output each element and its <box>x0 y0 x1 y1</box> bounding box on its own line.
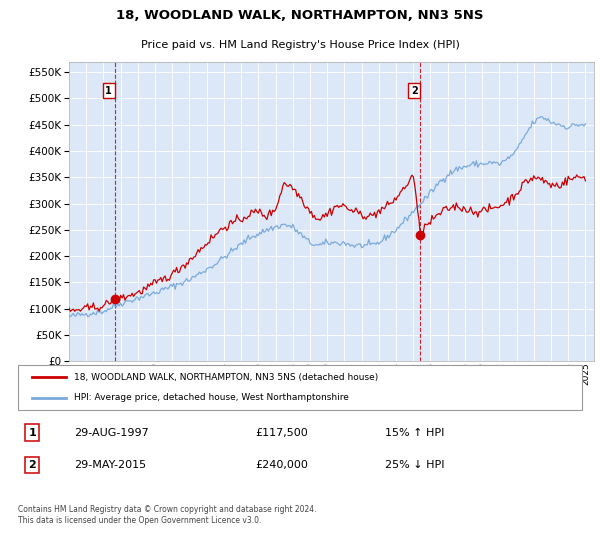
Text: £240,000: £240,000 <box>255 460 308 470</box>
Text: 25% ↓ HPI: 25% ↓ HPI <box>385 460 444 470</box>
Text: 18, WOODLAND WALK, NORTHAMPTON, NN3 5NS: 18, WOODLAND WALK, NORTHAMPTON, NN3 5NS <box>116 9 484 22</box>
Text: 29-AUG-1997: 29-AUG-1997 <box>74 427 149 437</box>
Text: Price paid vs. HM Land Registry's House Price Index (HPI): Price paid vs. HM Land Registry's House … <box>140 40 460 50</box>
Text: 1: 1 <box>28 427 36 437</box>
Text: Contains HM Land Registry data © Crown copyright and database right 2024.
This d: Contains HM Land Registry data © Crown c… <box>18 505 317 525</box>
Text: 18, WOODLAND WALK, NORTHAMPTON, NN3 5NS (detached house): 18, WOODLAND WALK, NORTHAMPTON, NN3 5NS … <box>74 373 379 382</box>
Text: 15% ↑ HPI: 15% ↑ HPI <box>385 427 444 437</box>
FancyBboxPatch shape <box>18 365 582 410</box>
Text: 1: 1 <box>106 86 112 96</box>
Text: HPI: Average price, detached house, West Northamptonshire: HPI: Average price, detached house, West… <box>74 393 349 402</box>
Text: 2: 2 <box>411 86 418 96</box>
Text: 2: 2 <box>28 460 36 470</box>
Text: £117,500: £117,500 <box>255 427 308 437</box>
Text: 29-MAY-2015: 29-MAY-2015 <box>74 460 146 470</box>
